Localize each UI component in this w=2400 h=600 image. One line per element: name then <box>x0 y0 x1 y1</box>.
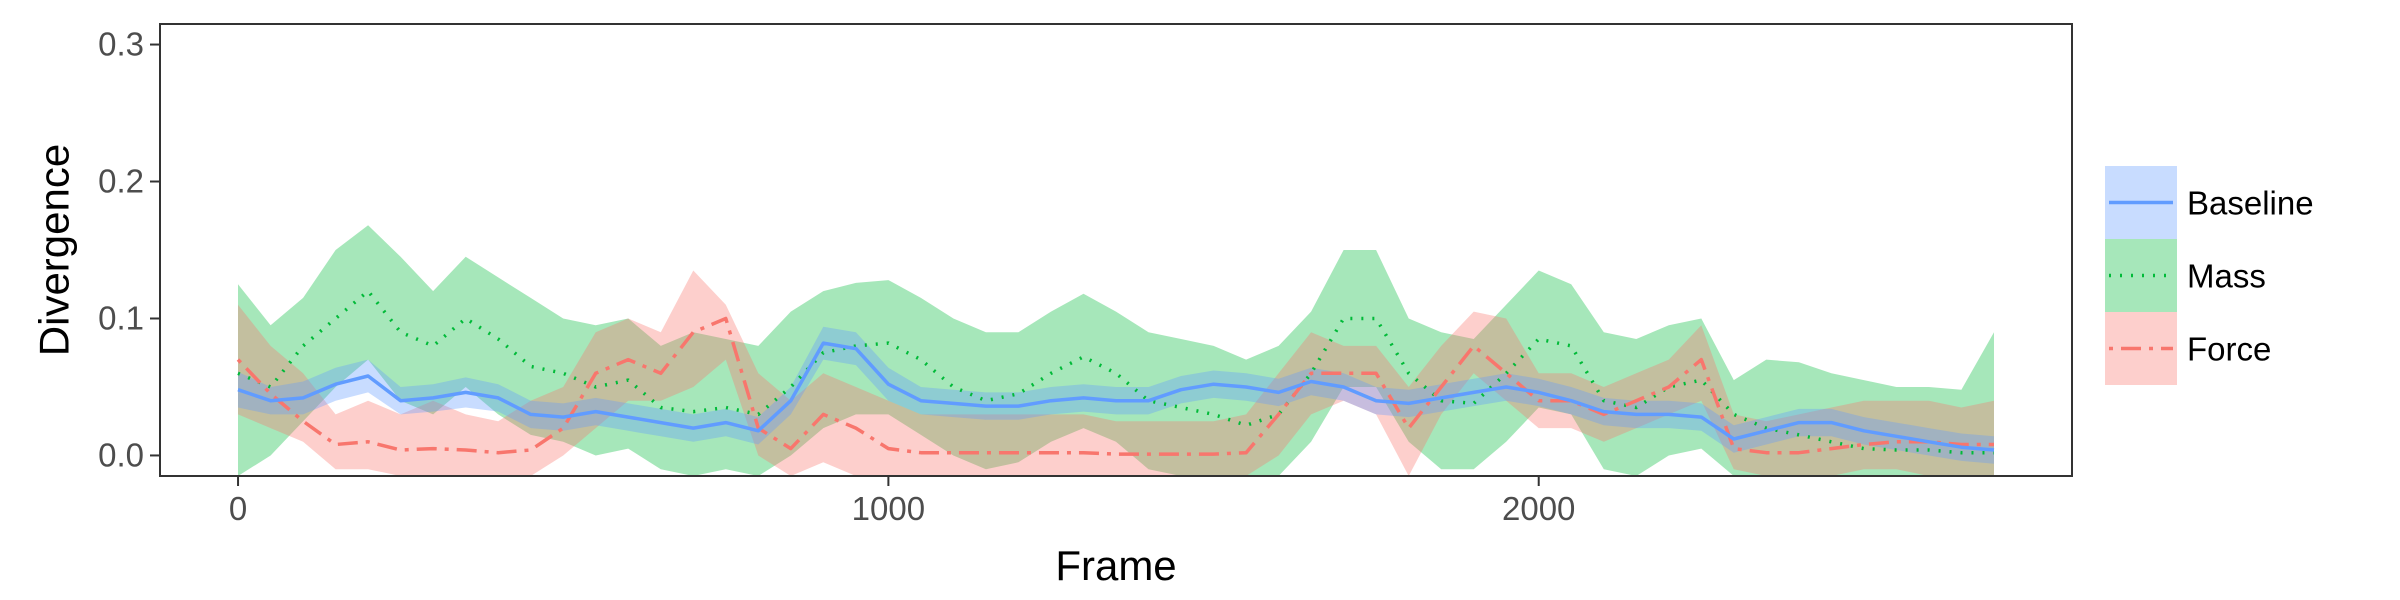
line-force <box>236 316 1994 456</box>
x-axis: 0 1000 2000 <box>229 476 1575 527</box>
band-force <box>238 270 1994 476</box>
y-tick-label: 0.3 <box>98 26 144 63</box>
legend-label-mass: Mass <box>2187 258 2266 295</box>
x-tick-label: 2000 <box>1502 490 1575 527</box>
x-tick-label: 0 <box>229 490 247 527</box>
legend-label-force: Force <box>2187 331 2271 368</box>
y-axis: 0.0 0.1 0.2 0.3 <box>98 26 160 473</box>
x-tick-label: 1000 <box>852 490 925 527</box>
y-tick-label: 0.1 <box>98 299 144 336</box>
series-lines <box>236 289 1995 456</box>
y-tick-label: 0.2 <box>98 163 144 200</box>
y-axis-title: Divergence <box>31 144 78 356</box>
legend-item-baseline: Baseline <box>2105 166 2314 239</box>
band-baseline <box>238 326 1994 464</box>
legend-label-baseline: Baseline <box>2187 185 2314 222</box>
legend: Baseline Mass Force <box>2105 166 2314 385</box>
line-baseline <box>237 341 1995 452</box>
legend-item-mass: Mass <box>2105 239 2266 312</box>
confidence-bands <box>238 225 1994 476</box>
plot-panel-border <box>159 23 2073 477</box>
band-mass <box>238 225 1994 476</box>
legend-item-force: Force <box>2105 312 2271 385</box>
y-tick-label: 0.0 <box>98 436 144 473</box>
legend-key-mass <box>2105 239 2177 312</box>
x-axis-title: Frame <box>1055 542 1176 589</box>
